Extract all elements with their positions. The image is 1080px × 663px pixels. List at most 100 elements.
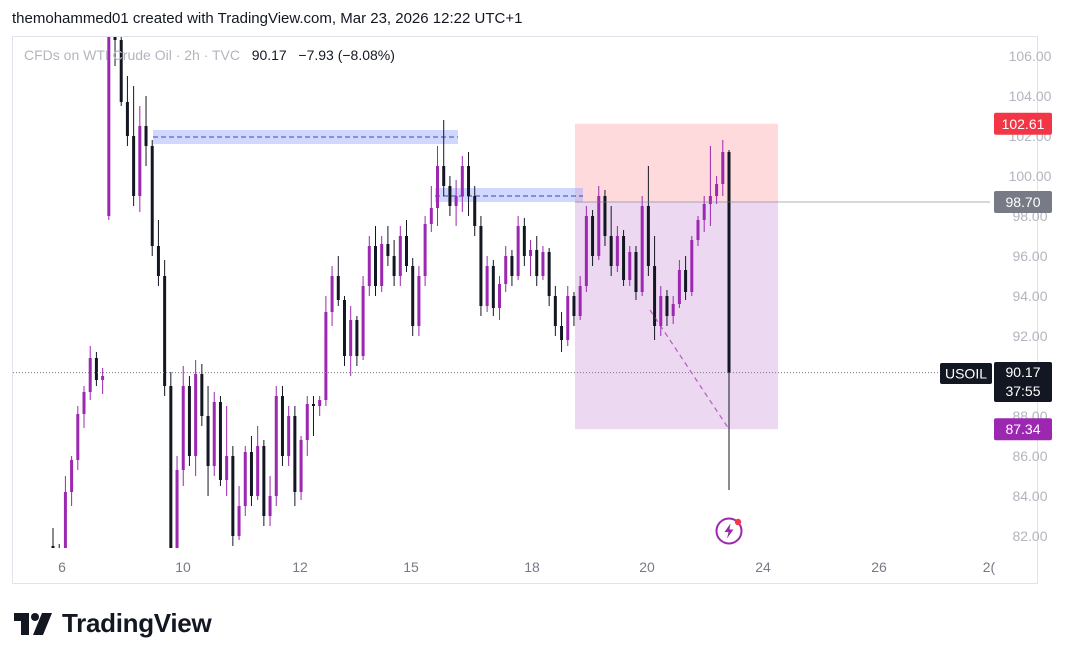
x-tick-label: 2( bbox=[983, 559, 996, 575]
candle bbox=[498, 276, 502, 320]
candle bbox=[119, 37, 123, 106]
last-price-marker: USOIL 90.17 37:55 bbox=[940, 362, 1052, 402]
symbol-label: USOIL bbox=[945, 366, 987, 382]
candle bbox=[659, 286, 663, 336]
candle bbox=[342, 296, 346, 366]
candle-body bbox=[187, 386, 191, 456]
take-profit-label: 87.34 bbox=[994, 418, 1052, 441]
candle bbox=[622, 230, 626, 286]
candle-body bbox=[398, 236, 402, 276]
candle-body bbox=[181, 386, 185, 470]
candle bbox=[94, 352, 98, 386]
candle bbox=[448, 176, 452, 216]
candle bbox=[405, 220, 409, 272]
candle-body bbox=[640, 206, 644, 292]
symbol-last-price: 90.17 bbox=[251, 47, 287, 63]
candle-body bbox=[516, 226, 520, 276]
candle-body bbox=[504, 256, 508, 284]
candle bbox=[380, 236, 384, 292]
symbol-legend[interactable]: CFDs on WTI Crude Oil · 2h · TVC 90.17 −… bbox=[24, 47, 395, 63]
candle-body bbox=[82, 392, 86, 414]
candle-body bbox=[715, 184, 719, 196]
candle bbox=[163, 260, 167, 396]
candle bbox=[721, 140, 725, 196]
candle-body bbox=[76, 414, 80, 460]
candle-body bbox=[231, 456, 235, 536]
candle bbox=[690, 236, 694, 296]
candle-body bbox=[249, 452, 253, 496]
candle-body bbox=[634, 252, 638, 292]
candle bbox=[708, 146, 712, 226]
x-tick-label: 18 bbox=[524, 559, 540, 575]
candle bbox=[436, 146, 440, 226]
y-tick-label: 96.00 bbox=[1012, 248, 1047, 264]
candle-body bbox=[510, 256, 514, 276]
candle bbox=[479, 216, 483, 316]
candle-body bbox=[646, 206, 650, 266]
overlay-layer bbox=[13, 201, 990, 430]
candle-body bbox=[677, 270, 681, 304]
symbol-change: −7.93 (−8.08%) bbox=[298, 47, 395, 63]
candle-body bbox=[591, 216, 595, 256]
candle-body bbox=[156, 246, 160, 276]
candle-body bbox=[653, 266, 657, 326]
candle bbox=[547, 248, 551, 306]
candle bbox=[175, 456, 179, 548]
candle-body bbox=[318, 400, 322, 406]
candle-body bbox=[243, 452, 247, 506]
candle bbox=[169, 372, 173, 548]
candle-body bbox=[107, 37, 111, 216]
candle bbox=[76, 406, 80, 470]
candle bbox=[249, 436, 253, 506]
candle bbox=[417, 266, 421, 336]
lightning-alert-icon[interactable] bbox=[715, 517, 743, 545]
projection-line bbox=[649, 309, 730, 430]
candle-body bbox=[330, 276, 334, 312]
candle bbox=[553, 286, 557, 336]
candle-body bbox=[702, 204, 706, 220]
candle-body bbox=[708, 196, 712, 204]
candle bbox=[150, 140, 154, 256]
candle bbox=[640, 196, 644, 296]
y-tick-label: 100.00 bbox=[1009, 168, 1052, 184]
candle bbox=[330, 266, 334, 326]
candle bbox=[584, 206, 588, 292]
candle-body bbox=[163, 276, 167, 386]
candle-body bbox=[622, 236, 626, 280]
symbol-description: CFDs on WTI Crude Oil · 2h · TVC bbox=[24, 47, 241, 63]
candle bbox=[609, 206, 613, 276]
tradingview-brand: TradingView bbox=[14, 608, 212, 639]
candle-body bbox=[659, 296, 663, 326]
candle-body bbox=[113, 37, 117, 40]
candle-body bbox=[305, 404, 309, 440]
time-axis[interactable]: 6 10 12 15 18 20 24 26 2( bbox=[58, 559, 995, 575]
chart-frame[interactable] bbox=[12, 36, 1038, 584]
candle bbox=[212, 392, 216, 476]
candle bbox=[485, 256, 489, 312]
candle-body bbox=[386, 244, 390, 256]
candle-body bbox=[150, 146, 154, 246]
y-tick-label: 84.00 bbox=[1012, 488, 1047, 504]
candle-body bbox=[299, 440, 303, 492]
candle-body bbox=[256, 446, 260, 496]
candle-body bbox=[547, 252, 551, 296]
candle bbox=[442, 120, 446, 196]
chart-credit: themohammed01 created with TradingView.c… bbox=[12, 10, 523, 27]
x-tick-label: 12 bbox=[292, 559, 308, 575]
candle bbox=[349, 306, 353, 376]
candle bbox=[101, 368, 105, 394]
candle-body bbox=[361, 286, 365, 356]
candle bbox=[665, 290, 669, 326]
candle bbox=[541, 246, 545, 280]
candle-body bbox=[584, 216, 588, 286]
x-tick-label: 15 bbox=[403, 559, 419, 575]
candle bbox=[522, 218, 526, 266]
last-price-label: 90.17 bbox=[1005, 364, 1040, 380]
candle bbox=[578, 276, 582, 320]
candle bbox=[70, 456, 74, 506]
candle-body bbox=[491, 266, 495, 308]
candle-body bbox=[268, 496, 272, 516]
candle bbox=[181, 366, 185, 486]
candle bbox=[591, 210, 595, 266]
